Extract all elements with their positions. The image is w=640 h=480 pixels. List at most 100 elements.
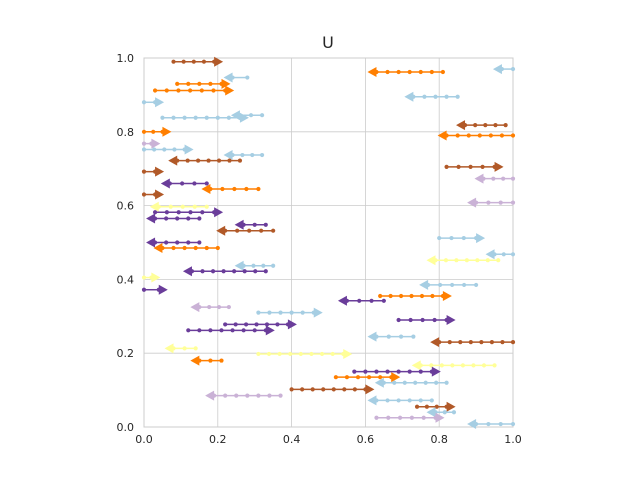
data-point	[223, 393, 228, 398]
data-point	[221, 269, 226, 274]
data-point	[230, 328, 235, 333]
data-point	[259, 228, 264, 233]
data-point	[331, 387, 336, 392]
arrow-series	[141, 166, 165, 177]
data-point	[460, 363, 466, 368]
arrow-head	[374, 377, 384, 388]
data-point	[355, 375, 361, 380]
arrow-series	[223, 72, 250, 83]
data-point	[206, 158, 211, 163]
data-point	[141, 192, 147, 197]
data-point	[397, 415, 403, 420]
data-point	[188, 88, 193, 93]
arrow-head	[367, 67, 377, 78]
arrow-series	[430, 337, 516, 348]
data-point	[386, 334, 391, 339]
data-point	[201, 59, 207, 64]
data-point	[164, 88, 169, 93]
data-point	[352, 387, 357, 392]
data-point	[275, 322, 280, 327]
data-point	[491, 176, 496, 181]
arrow-head	[184, 144, 194, 155]
arrow-series	[190, 302, 231, 313]
chart-title: U	[322, 33, 334, 52]
data-point	[363, 369, 368, 374]
data-point	[450, 363, 455, 368]
data-point	[175, 240, 180, 245]
data-point	[498, 200, 503, 205]
arrow-head	[426, 407, 436, 418]
data-point	[396, 317, 401, 323]
arrow-head	[223, 72, 233, 83]
arrow-head	[146, 237, 156, 248]
data-point	[437, 235, 442, 241]
data-point	[500, 340, 505, 345]
arrow-series	[411, 360, 497, 371]
arrow-series	[141, 138, 161, 149]
data-point	[251, 263, 256, 268]
data-point	[464, 258, 469, 263]
data-point	[192, 204, 197, 209]
data-point	[455, 94, 460, 99]
data-point	[407, 369, 412, 374]
arrow-head	[205, 390, 215, 401]
arrow-head	[239, 112, 249, 123]
data-point	[333, 375, 338, 380]
data-point	[240, 152, 245, 158]
data-point	[398, 293, 404, 299]
data-point	[164, 210, 169, 215]
data-point	[468, 340, 473, 345]
arrow-series	[171, 56, 224, 67]
arrow-series	[467, 197, 516, 208]
data-point	[300, 310, 305, 315]
arrow-series	[234, 219, 268, 230]
data-point	[248, 113, 254, 118]
data-point	[188, 210, 193, 215]
data-point	[264, 322, 270, 327]
x-tick-label: 0.2	[209, 433, 227, 446]
data-point	[419, 293, 425, 299]
data-point	[321, 387, 326, 392]
data-point	[369, 298, 374, 303]
data-point	[488, 133, 493, 138]
data-point	[485, 258, 490, 263]
data-point	[310, 387, 315, 392]
arrow-series	[201, 183, 261, 194]
data-point	[414, 404, 420, 409]
x-tick-label: 0.4	[283, 433, 301, 446]
data-point	[141, 100, 147, 105]
data-point	[197, 240, 202, 245]
arrow-series	[367, 395, 434, 406]
data-point	[479, 340, 484, 345]
y-tick-label: 1.0	[117, 52, 135, 65]
data-point	[253, 269, 258, 274]
arrow-series	[396, 314, 456, 325]
data-point	[186, 240, 191, 245]
arrow-head	[234, 219, 244, 230]
data-point	[215, 245, 220, 251]
data-point	[193, 245, 198, 251]
y-tick-label: 0.8	[117, 126, 135, 139]
arrow-head	[214, 56, 224, 67]
arrow-series	[474, 173, 516, 184]
data-point	[458, 340, 463, 345]
arrow-series	[444, 161, 504, 172]
data-point	[223, 322, 228, 327]
data-point	[499, 133, 505, 138]
arrow-series	[426, 255, 501, 266]
data-point	[152, 147, 157, 152]
data-point	[164, 240, 169, 245]
data-point	[510, 340, 516, 345]
arrow-head	[435, 412, 445, 423]
data-point	[396, 69, 401, 75]
data-point	[197, 216, 202, 221]
arrow-head	[162, 126, 172, 137]
data-point	[408, 317, 413, 323]
data-point	[199, 88, 204, 93]
arrow-series	[256, 307, 323, 318]
data-point	[164, 216, 169, 221]
data-point	[252, 222, 257, 227]
arrow-head	[367, 331, 377, 342]
arrow-series	[205, 390, 283, 401]
data-point	[396, 398, 401, 403]
